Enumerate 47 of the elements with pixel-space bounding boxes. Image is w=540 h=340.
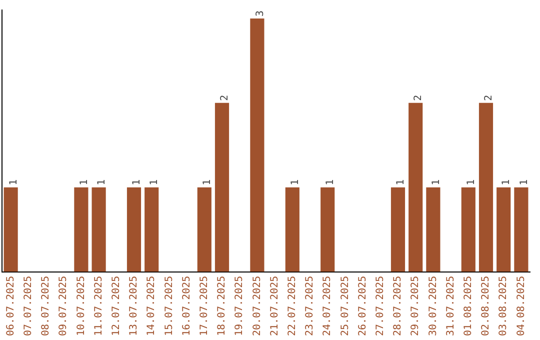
- data-label: 3: [254, 10, 266, 16]
- x-tick-label: 03.08.2025: [498, 276, 510, 336]
- x-tick-label: 02.08.2025: [480, 276, 492, 336]
- x-tick-label: 29.07.2025: [410, 276, 422, 336]
- x-tick-label: 10.07.2025: [76, 276, 87, 336]
- x-tick-label: 06.07.2025: [5, 276, 16, 336]
- data-label: 1: [396, 179, 407, 186]
- x-tick-label: 30.07.2025: [428, 276, 439, 336]
- data-label: 1: [202, 179, 213, 186]
- data-label: 1: [132, 179, 143, 186]
- x-tick-label: 14.07.2025: [146, 276, 158, 336]
- x-tick-label: 13.07.2025: [128, 276, 140, 336]
- x-tick-label: 27.07.2025: [374, 276, 386, 336]
- data-label: 1: [290, 179, 301, 186]
- x-tick-label: 20.07.2025: [252, 276, 263, 336]
- x-tick-label: 22.07.2025: [286, 276, 298, 336]
- x-tick-label: 18.07.2025: [216, 276, 228, 336]
- x-tick-label: 11.07.2025: [93, 276, 104, 336]
- data-label: 2: [484, 94, 495, 101]
- x-tick-label: 31.07.2025: [445, 276, 456, 336]
- x-tick-label: 28.07.2025: [392, 276, 404, 336]
- x-tick-label: 21.07.2025: [269, 276, 280, 336]
- data-label: 2: [413, 94, 424, 101]
- x-tick-label: 19.07.2025: [234, 276, 246, 336]
- data-label: 1: [8, 179, 20, 186]
- x-tick-label: 04.08.2025: [516, 276, 527, 336]
- x-tick-label: 23.07.2025: [304, 276, 316, 336]
- x-tick-label: 16.07.2025: [181, 276, 192, 336]
- data-label: 1: [518, 179, 530, 186]
- data-label: 2: [220, 94, 231, 101]
- data-label: 1: [325, 179, 336, 186]
- x-tick-label: 24.07.2025: [322, 276, 334, 336]
- data-label: 1: [149, 179, 160, 186]
- data-label: 1: [96, 179, 108, 186]
- data-label: 1: [78, 179, 90, 186]
- x-tick-label: 15.07.2025: [164, 276, 175, 336]
- x-tick-label: 01.08.2025: [462, 276, 474, 336]
- data-label: 1: [466, 179, 477, 186]
- x-tick-label: 12.07.2025: [110, 276, 122, 336]
- x-tick-label: 08.07.2025: [40, 276, 52, 336]
- x-tick-label: 07.07.2025: [22, 276, 34, 336]
- data-label: 1: [430, 179, 442, 186]
- x-tick-label: 25.07.2025: [340, 276, 351, 336]
- data-label: 1: [501, 179, 512, 186]
- x-tick-label: 17.07.2025: [198, 276, 210, 336]
- x-tick-label: 26.07.2025: [357, 276, 368, 336]
- x-tick-label: 09.07.2025: [58, 276, 70, 336]
